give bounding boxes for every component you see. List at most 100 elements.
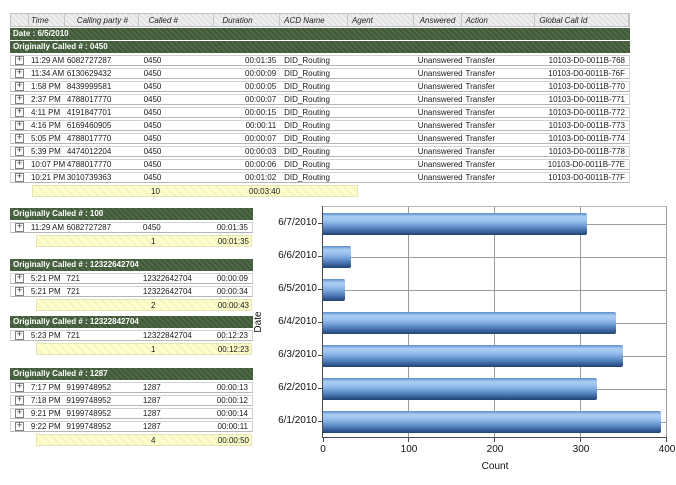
column-header-acd[interactable]: ACD Name (280, 14, 348, 26)
cell-time: 5:21 PM (30, 287, 61, 296)
column-header-expand[interactable] (11, 14, 29, 26)
column-header-called[interactable]: Called # (139, 14, 215, 26)
cell-duration: 00:00:03 (245, 147, 277, 156)
table-row: +4:16 PM 6169460905 0450 00:00:11 DID_Routin… (10, 120, 630, 131)
bar-6/5/2010[interactable] (323, 278, 346, 301)
cell-agent (348, 121, 414, 130)
expand-row-button[interactable]: + (15, 274, 24, 283)
column-header-answered[interactable]: Answered (414, 14, 462, 26)
summary-call-count: 1 (151, 237, 156, 246)
cell-duration: 00:00:12 (216, 396, 248, 405)
bar-6/1/2010[interactable] (323, 410, 661, 433)
cell-answered: Unanswered (417, 95, 462, 104)
cell-calling: 4788017770 (66, 95, 112, 104)
table-group: Originally Called # : 12322842704 +5:23 P… (10, 315, 253, 355)
table-row: +10:07 PM 4788017770 0450 00:00:06 DID_Routi… (10, 159, 630, 170)
expand-row-button[interactable]: + (15, 287, 24, 296)
cell-duration: 00:01:35 (245, 56, 277, 65)
cell-duration: 00:00:34 (216, 287, 248, 296)
cell-called: 0450 (143, 173, 162, 182)
cell-globalid: 10103-D0-0011B-773 (548, 121, 625, 130)
cell-duration: 00:12:23 (216, 331, 248, 340)
table-row: +1:58 PM 8439999581 0450 00:00:05 DID_Routin… (10, 81, 630, 92)
cell-answered: Unanswered (417, 173, 462, 182)
expand-row-button[interactable]: + (15, 331, 24, 340)
column-header-duration[interactable]: Duration (214, 14, 281, 26)
cell-answered: Unanswered (417, 134, 462, 143)
cell-time: 4:11 PM (30, 108, 61, 117)
expand-row-button[interactable]: + (15, 147, 24, 156)
cell-acd: DID_Routing (284, 134, 330, 143)
expand-row-button[interactable]: + (15, 95, 24, 104)
table-row: +10:21 PM 3010739363 0450 00:01:02 DID_Routi… (10, 172, 630, 183)
column-header-calling[interactable]: Calling party # (65, 14, 139, 26)
cell-time: 10:21 PM (30, 173, 65, 182)
table-row: +11:29 AM 6082727287 0450 00:01:35 DID_Routi… (10, 55, 630, 66)
x-tick-mark (666, 438, 667, 442)
cell-time: 1:58 PM (30, 82, 61, 91)
table-row: +7:17 PM 9199748952 1287 00:00:13 (10, 382, 253, 393)
cell-globalid: 10103-D0-0011B-77F (548, 173, 625, 182)
cell-duration: 00:00:14 (216, 409, 248, 418)
expand-row-button[interactable]: + (15, 108, 24, 117)
cell-duration: 00:00:11 (245, 121, 277, 130)
expand-row-button[interactable]: + (15, 121, 24, 130)
bar-6/3/2010[interactable] (323, 344, 624, 367)
bar-6/4/2010[interactable] (323, 311, 617, 334)
cell-expand: + (11, 121, 29, 130)
cell-calling: 8439999581 (66, 82, 112, 91)
cell-globalid: 10103-D0-0011B-77E (547, 160, 625, 169)
expand-row-button[interactable]: + (15, 409, 24, 418)
cell-calling: 4788017770 (66, 134, 112, 143)
y-axis-line (322, 206, 323, 438)
y-tick-label: 6/6/2010 (278, 249, 317, 261)
cell-calling: 4191847701 (66, 108, 112, 117)
cell-expand: + (11, 82, 29, 91)
cell-expand: + (11, 69, 29, 78)
cell-time: 10:07 PM (30, 160, 65, 169)
bar-6/2/2010[interactable] (323, 377, 598, 400)
cell-acd: DID_Routing (284, 173, 330, 182)
table-group: Originally Called # : 1287 +7:17 PM 919974… (10, 367, 253, 446)
cell-called: 0450 (143, 121, 162, 130)
column-header-agent[interactable]: Agent (348, 14, 414, 26)
y-tick-mark (318, 321, 322, 323)
bar-6/7/2010[interactable] (323, 212, 588, 235)
cell-duration: 00:00:09 (245, 69, 277, 78)
summary-call-count: 1 (151, 345, 156, 354)
expand-row-button[interactable]: + (15, 134, 24, 143)
summary-total-duration: 00:00:50 (217, 436, 249, 445)
expand-row-button[interactable]: + (15, 69, 24, 78)
cell-acd: DID_Routing (284, 160, 330, 169)
cell-agent (348, 108, 414, 117)
expand-row-button[interactable]: + (15, 223, 24, 232)
column-header-time[interactable]: Time (29, 14, 65, 26)
expand-row-button[interactable]: + (15, 56, 24, 65)
expand-row-button[interactable]: + (15, 82, 24, 91)
cell-expand: + (11, 173, 29, 182)
table-row: +7:18 PM 9199748952 1287 00:00:12 (10, 395, 253, 406)
cell-called: 0450 (143, 56, 162, 65)
cell-calling: 9199748952 (66, 383, 112, 392)
expand-row-button[interactable]: + (15, 383, 24, 392)
bar-6/6/2010[interactable] (323, 245, 351, 268)
cell-action: Transfer (465, 147, 496, 156)
cell-called: 1287 (142, 422, 161, 431)
expand-row-button[interactable]: + (15, 422, 24, 431)
cell-answered: Unanswered (417, 82, 462, 91)
column-header-action[interactable]: Action (462, 14, 536, 26)
group-summary-row: 2 00:00:43 (36, 299, 252, 311)
table-row: +5:21 PM 721 12322642704 00:00:34 (10, 286, 253, 297)
cell-acd: DID_Routing (284, 121, 330, 130)
column-header-globalid[interactable]: Global Call Id (535, 14, 629, 26)
expand-row-button[interactable]: + (15, 173, 24, 182)
cell-duration: 00:01:35 (216, 223, 248, 232)
expand-row-button[interactable]: + (15, 396, 24, 405)
cell-expand: + (11, 95, 29, 104)
y-tick-label: 6/7/2010 (278, 216, 317, 228)
expand-row-button[interactable]: + (15, 160, 24, 169)
cell-acd: DID_Routing (284, 108, 330, 117)
cell-agent (348, 134, 414, 143)
x-tick-label: 400 (658, 444, 676, 455)
